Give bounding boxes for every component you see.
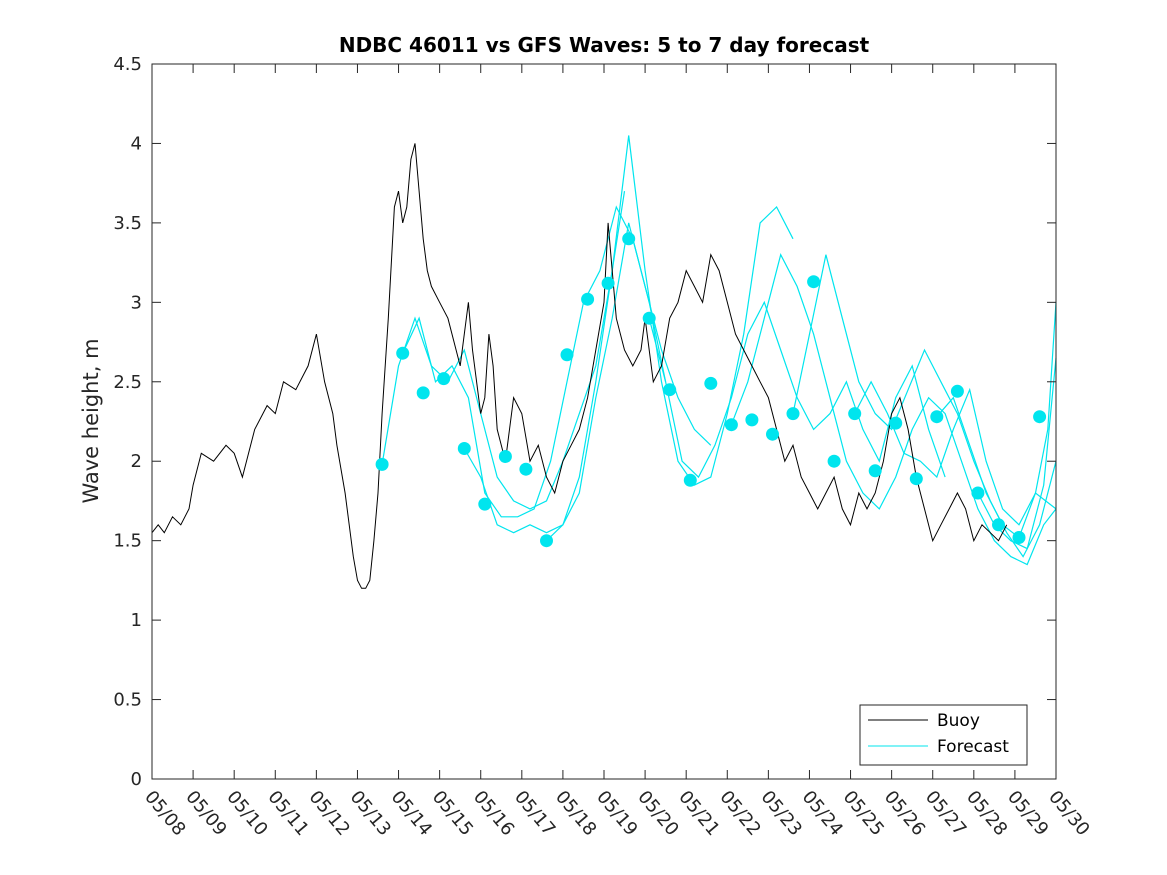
x-tick-label: 05/25	[839, 787, 888, 840]
legend-forecast-label: Forecast	[937, 737, 1009, 757]
x-tick-label: 05/10	[222, 787, 271, 840]
x-tick-label: 05/19	[592, 787, 641, 840]
y-tick-label: 3	[131, 292, 142, 313]
x-tick-label: 05/22	[715, 787, 764, 840]
forecast-line-4	[648, 300, 946, 479]
forecast-dots	[375, 232, 1047, 548]
x-tick-label: 05/27	[921, 787, 970, 840]
forecast-line-2	[463, 222, 712, 534]
y-tick-label: 0.5	[113, 690, 142, 711]
forecast-point	[848, 407, 862, 421]
buoy-line	[151, 143, 1008, 589]
forecast-point	[581, 292, 595, 306]
x-tick-label: 05/23	[757, 787, 806, 840]
forecast-point	[622, 232, 636, 246]
forecast-point	[540, 534, 553, 548]
legend: Buoy Forecast	[859, 704, 1028, 766]
forecast-point	[992, 518, 1005, 532]
forecast-point	[971, 486, 985, 500]
y-axis-title: Wave height, m	[79, 338, 103, 503]
x-tick-label: 05/16	[469, 787, 518, 840]
buoy-series-line	[151, 143, 1008, 589]
forecast-point	[807, 275, 821, 289]
forecast-line-1	[402, 205, 667, 518]
plot-background	[152, 64, 1056, 779]
forecast-point	[745, 413, 759, 427]
y-tick-label: 3.5	[113, 213, 142, 234]
legend-buoy-label: Buoy	[937, 711, 980, 731]
forecast-point	[416, 386, 430, 400]
forecast-point	[1012, 531, 1026, 544]
forecast-point	[909, 472, 923, 486]
x-tick-label: 05/21	[674, 787, 723, 840]
forecast-point	[1033, 410, 1047, 424]
forecast-point	[950, 384, 964, 398]
forecast-point	[827, 454, 841, 468]
forecast-line-9	[977, 357, 1057, 550]
x-tick-label: 05/17	[510, 787, 559, 840]
forecast-point	[519, 462, 533, 476]
forecast-point	[396, 346, 410, 360]
y-tick-label: 4.5	[113, 54, 142, 75]
legend-box	[859, 704, 1028, 766]
forecast-line-7	[854, 380, 1057, 526]
x-tick-label: 05/29	[1003, 787, 1052, 840]
x-tick-label: 05/28	[962, 787, 1011, 840]
forecast-point	[724, 418, 738, 432]
forecast-line-0	[381, 191, 626, 510]
forecast-point	[704, 376, 718, 390]
forecast-point	[375, 457, 389, 471]
y-tick-label: 1	[131, 610, 142, 631]
y-tick-label: 1.5	[113, 531, 142, 552]
x-tick-label: 05/08	[140, 787, 189, 840]
forecast-point	[868, 464, 882, 478]
forecast-point	[683, 473, 697, 487]
x-tick-label: 05/26	[880, 787, 929, 840]
x-tick-label: 05/14	[387, 787, 436, 840]
forecast-point	[930, 410, 944, 424]
x-tick-label: 05/24	[798, 787, 847, 840]
forecast-point	[498, 450, 512, 463]
x-tick-label: 05/11	[263, 787, 312, 840]
forecast-point	[642, 311, 656, 325]
y-tick-label: 2	[131, 451, 142, 472]
x-tick-label: 05/09	[181, 787, 230, 840]
y-tick-label: 0	[131, 769, 142, 790]
x-tick-label: 05/13	[346, 787, 395, 840]
forecast-point	[457, 442, 471, 455]
x-tick-label: 05/30	[1044, 787, 1093, 840]
forecast-point	[766, 427, 779, 441]
forecast-point	[663, 383, 677, 397]
chart-title: NDBC 46011 vs GFS Waves: 5 to 7 day fore…	[339, 33, 870, 57]
forecast-line-3	[546, 135, 794, 542]
forecast-line-6	[792, 254, 1057, 558]
x-tick-label: 05/12	[305, 787, 354, 840]
forecast-point	[560, 348, 574, 362]
forecast-point	[437, 372, 451, 386]
x-tick-label: 05/18	[551, 787, 600, 840]
x-tick-label: 05/15	[428, 787, 477, 840]
forecast-point	[601, 276, 615, 290]
x-tick-label: 05/20	[633, 787, 682, 840]
forecast-point	[889, 416, 903, 430]
forecast-point	[478, 497, 492, 511]
forecast-line-5	[730, 253, 1057, 566]
y-tick-label: 2.5	[113, 372, 142, 393]
y-axis-ticks: 0 0.5 1 1.5 2 2.5 3 3.5 4 4.5	[113, 54, 1056, 790]
y-tick-label: 4	[131, 133, 142, 154]
forecast-point	[786, 407, 800, 421]
